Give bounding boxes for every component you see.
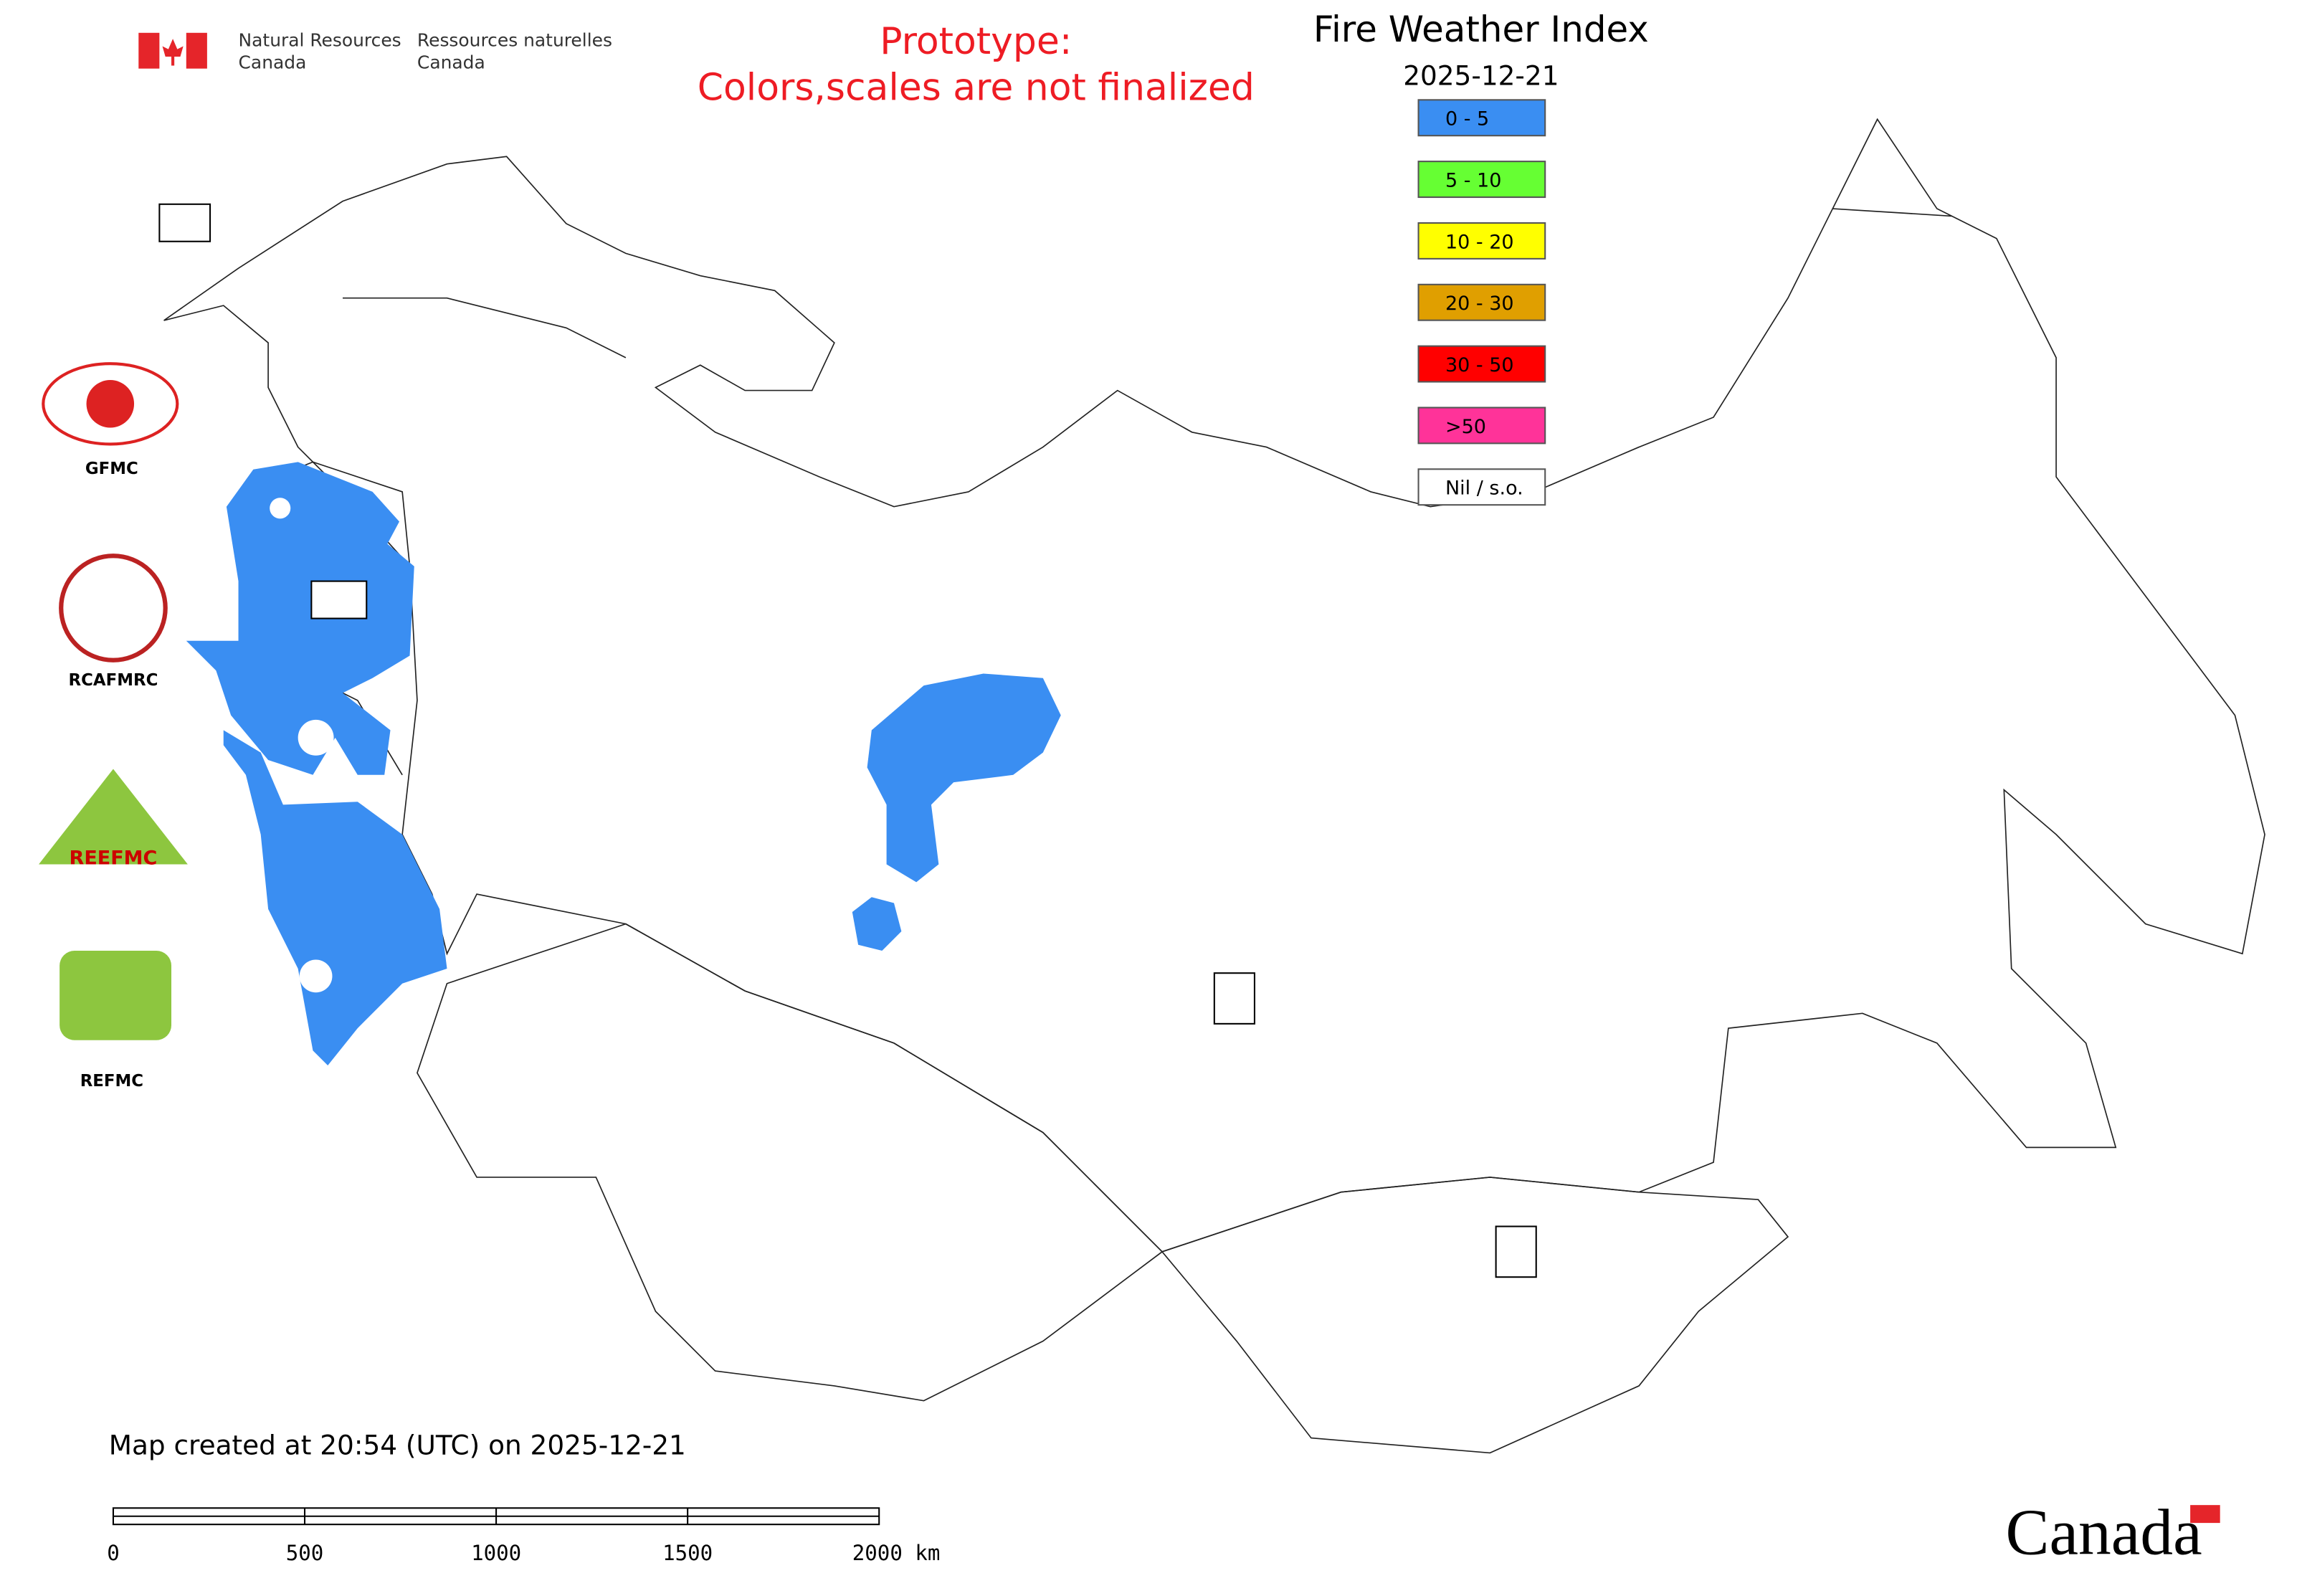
- legend-swatch: [1417, 407, 1546, 445]
- country-outline: [417, 923, 1164, 1402]
- logos: GFMC RCAFMRC REEFMC REFMC: [39, 362, 188, 1091]
- legend-swatch: [1417, 161, 1546, 199]
- scale-label: 0: [107, 1541, 120, 1565]
- legend: Fire Weather Index 2025-12-21 0 - 5 5 - 1…: [1313, 9, 1649, 506]
- notice: Prototype:: [880, 20, 1072, 63]
- legend-swatch: [1417, 345, 1546, 383]
- logo-shape: [42, 362, 179, 446]
- map-title: Fire Weather Index: [1313, 9, 1649, 50]
- basemap: [158, 118, 2265, 1454]
- scale-label: 1500: [662, 1541, 713, 1565]
- header: Natural Resources Canada Ressources natu…: [138, 20, 1255, 109]
- maple-leaf: [162, 39, 184, 66]
- legend-swatch: [1417, 283, 1546, 321]
- inset-logo: [310, 580, 368, 619]
- logo-label: REEFMC: [70, 847, 158, 869]
- scale-label: 2000 km: [852, 1541, 941, 1565]
- legend-label: 20 - 30: [1445, 293, 1514, 315]
- gap: [298, 719, 334, 756]
- logo-shape: [86, 380, 135, 428]
- org-fr: Ressources naturelles: [417, 29, 612, 50]
- scale-label: 1000: [471, 1541, 521, 1565]
- fwi-area: [186, 462, 414, 775]
- gap: [270, 498, 291, 519]
- legend-swatch: [1417, 99, 1546, 137]
- legend-swatch: [1417, 222, 1546, 260]
- map-date: 2025-12-21: [1403, 60, 1559, 92]
- legend-swatch: [1417, 468, 1546, 506]
- fwi-area: [852, 897, 902, 951]
- inset-logo: [158, 203, 211, 242]
- flag-band: [186, 32, 207, 69]
- country-outline: [163, 118, 2265, 1253]
- legend-label: 10 - 20: [1445, 231, 1514, 253]
- gap: [299, 959, 333, 993]
- created-note: Map created at 20:54 (UTC) on 2025-12-21: [109, 1429, 686, 1460]
- legend-label: 30 - 50: [1445, 354, 1514, 376]
- scale-label: 500: [286, 1541, 324, 1565]
- org-en: Natural Resources: [239, 29, 401, 50]
- legend-label: 5 - 10: [1445, 169, 1501, 191]
- wordmark: Canada: [2005, 1496, 2202, 1569]
- notice: Colors,scales are not finalized: [698, 66, 1255, 109]
- flag-band: [138, 32, 160, 69]
- logo-label: GFMC: [85, 460, 138, 478]
- legend-label: >50: [1445, 416, 1486, 438]
- logo-label: RCAFMRC: [69, 671, 158, 690]
- logo-label: REFMC: [80, 1072, 143, 1091]
- fwi-area: [867, 673, 1061, 883]
- org-en: Canada: [239, 52, 307, 73]
- inset-logo: [1495, 1225, 1537, 1278]
- country-outline: [1161, 1177, 1789, 1454]
- fwi-area: [223, 730, 447, 1066]
- footer: Map created at 20:54 (UTC) on 2025-12-21…: [107, 1429, 2220, 1569]
- org-fr: Canada: [417, 52, 485, 73]
- wordmark-flag: [2190, 1505, 2220, 1524]
- logo-shape: [60, 951, 172, 1040]
- inset-logo: [1213, 972, 1255, 1025]
- logo-shape: [59, 554, 168, 662]
- logo-shape: [39, 769, 188, 865]
- legend-label: Nil / s.o.: [1445, 478, 1523, 500]
- legend-label: 0 - 5: [1445, 108, 1489, 130]
